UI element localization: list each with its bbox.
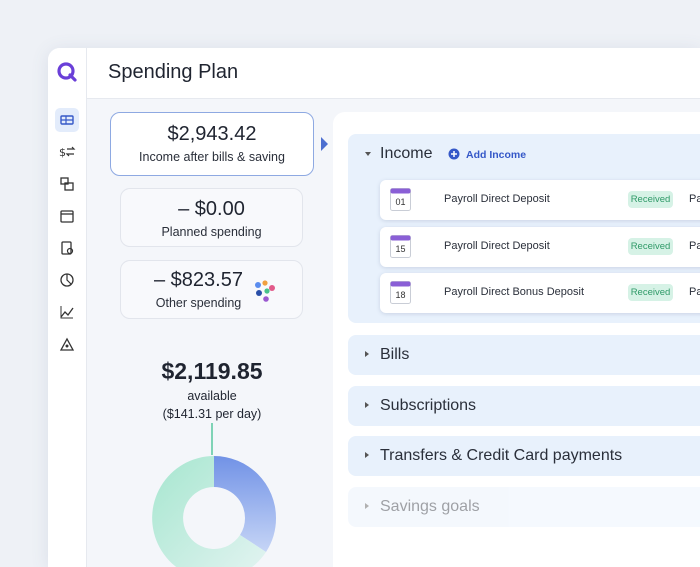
section-title: Savings goals <box>380 497 480 515</box>
available-block: $2,119.85 available ($141.31 per day) <box>112 358 312 421</box>
calendar-icon: 18 <box>390 281 411 305</box>
page-title: Spending Plan <box>108 61 239 83</box>
collapsed-section[interactable]: Transfers & Credit Card payments <box>348 436 700 476</box>
calendar-day: 18 <box>395 290 406 300</box>
summary-amount: – $0.00 <box>178 198 245 220</box>
calendar-day: 01 <box>395 197 406 207</box>
available-per-day: ($141.31 per day) <box>162 407 262 421</box>
summary-amount: – $823.57 <box>154 269 243 291</box>
sidebar-icon[interactable] <box>55 204 79 228</box>
top-bar: Spending Plan <box>48 48 700 99</box>
logo[interactable] <box>56 61 78 83</box>
calendar-icon: 15 <box>390 234 411 259</box>
summary-label: Income after bills & saving <box>139 150 285 164</box>
available-label: available <box>187 389 237 403</box>
donut-chart <box>152 423 277 567</box>
status-pill: Received <box>628 191 673 208</box>
income-item[interactable]: 18 Payroll Direct Bonus Deposit Received Pa <box>380 273 700 313</box>
sidebar-icon[interactable] <box>55 172 79 196</box>
section-title[interactable]: Income <box>380 145 433 162</box>
available-amount: $2,119.85 <box>161 358 263 384</box>
category-dots-icon <box>255 280 275 302</box>
summary-card[interactable]: – $0.00 Planned spending <box>120 188 303 247</box>
right-panel: Income Add Income 01 Payroll Direct Depos… <box>333 112 700 567</box>
section-title: Subscriptions <box>380 396 477 414</box>
summary-card[interactable]: $2,943.42 Income after bills & saving <box>110 112 314 176</box>
status-pill: Received <box>628 237 673 255</box>
svg-text:$: $ <box>59 146 66 159</box>
income-item[interactable]: 15 Payroll Direct Deposit Received Pa <box>380 226 700 267</box>
collapsed-section[interactable]: Savings goals <box>348 486 700 527</box>
collapsed-section[interactable]: Subscriptions <box>348 385 700 426</box>
summary-label: Other spending <box>155 296 242 310</box>
status-pill: Received <box>628 284 673 301</box>
calendar-day: 15 <box>395 243 406 254</box>
sidebar-icon[interactable] <box>55 332 79 356</box>
caret <box>365 502 369 509</box>
income-item[interactable]: 01 Payroll Direct Deposit Received Pa <box>380 180 700 220</box>
section-title: Transfers & Credit Card payments <box>380 447 623 464</box>
item-name: Payroll Direct Deposit <box>444 239 550 252</box>
summary-amount: $2,943.42 <box>167 123 257 145</box>
income-section: Income Add Income 01 Payroll Direct Depos… <box>348 134 700 323</box>
add-icon <box>448 148 460 160</box>
item-name: Payroll Direct Bonus Deposit <box>444 286 585 298</box>
section-title: Bills <box>380 346 410 363</box>
sidebar-icon[interactable] <box>55 236 79 260</box>
summary-card[interactable]: – $823.57 Other spending <box>120 260 303 319</box>
item-extra: Pa <box>689 239 700 252</box>
calendar-icon: 01 <box>390 188 411 212</box>
sidebar-icon[interactable]: $ <box>55 140 79 164</box>
caret <box>365 452 369 458</box>
collapsed-section[interactable]: Bills <box>348 335 700 375</box>
item-extra: Pa <box>689 286 700 298</box>
item-name: Payroll Direct Deposit <box>444 193 550 205</box>
summary-label: Planned spending <box>161 225 262 239</box>
item-extra: Pa <box>689 193 700 205</box>
pointer-arrow <box>321 137 328 151</box>
add-income-link[interactable]: Add Income <box>466 149 527 161</box>
caret <box>365 401 369 408</box>
app-window: Spending Plan $ $2,943.42 Income after b… <box>48 48 700 567</box>
sidebar-icon[interactable] <box>55 108 79 132</box>
caret <box>365 351 369 357</box>
sidebar: $ <box>48 48 87 567</box>
sidebar-icon[interactable] <box>55 268 79 292</box>
sidebar-icon[interactable] <box>55 300 79 324</box>
